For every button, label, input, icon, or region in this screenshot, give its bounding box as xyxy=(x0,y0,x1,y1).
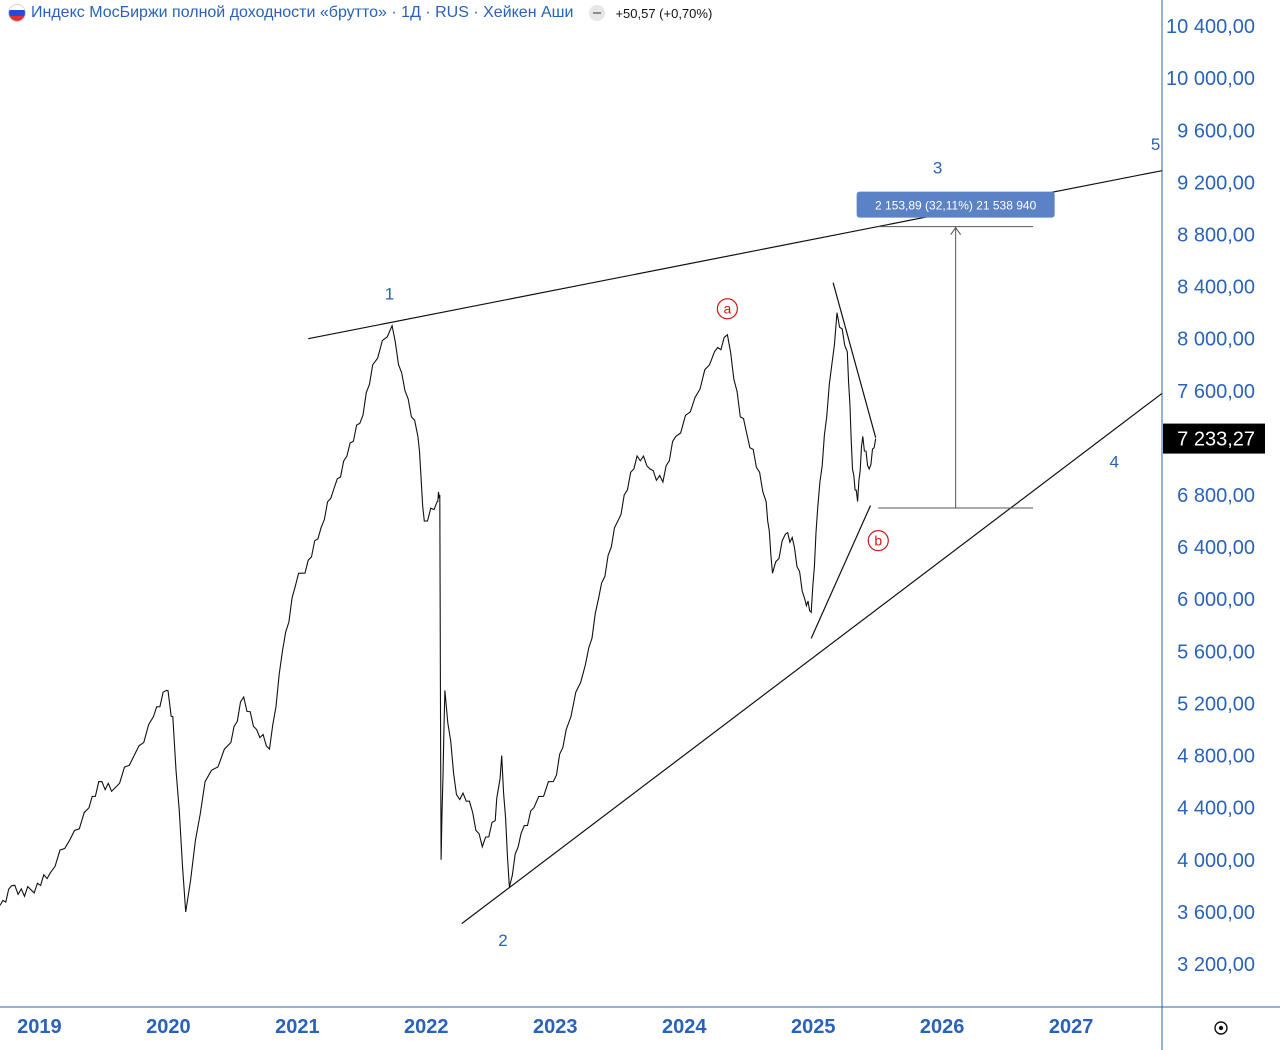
wave-circle-b[interactable] xyxy=(867,530,889,552)
price-tick-label: 4 000,00 xyxy=(1177,850,1255,872)
last-price-marker xyxy=(1163,423,1265,454)
time-tick-label: 2020 xyxy=(146,1016,191,1038)
price-tick-label: 4 800,00 xyxy=(1177,746,1255,768)
time-axis[interactable]: 2019 2020 2021 2022 2023 2024 2025 2026 2027 xyxy=(17,1016,1093,1038)
wave-label-2[interactable]: 2 xyxy=(498,931,507,950)
price-tick-label: 5 600,00 xyxy=(1177,641,1255,663)
time-tick-label: 2019 xyxy=(17,1016,62,1038)
time-tick-label: 2021 xyxy=(275,1016,320,1038)
last-price-label: 7 233,27 xyxy=(1177,429,1255,451)
price-tick-label: 6 800,00 xyxy=(1177,485,1255,507)
time-tick-label: 2026 xyxy=(920,1016,965,1038)
price-tick-label: 8 400,00 xyxy=(1177,277,1255,299)
price-tick-label: 9 600,00 xyxy=(1177,120,1255,142)
wave-label-a[interactable]: a xyxy=(723,301,731,317)
wave-label-5[interactable]: 5 xyxy=(1151,135,1160,154)
collapse-dot-icon[interactable] xyxy=(589,5,606,21)
time-tick-label: 2024 xyxy=(662,1016,707,1038)
wave-circle-a[interactable] xyxy=(716,298,738,320)
russia-flag-icon xyxy=(8,4,26,22)
price-series xyxy=(0,312,877,912)
settings-icon[interactable] xyxy=(1214,1021,1228,1035)
price-tick-label: 9 200,00 xyxy=(1177,172,1255,194)
measure-tool[interactable]: 2 153,89 (32,11%) 21 538 940 xyxy=(856,191,1055,509)
time-tick-label: 2022 xyxy=(404,1016,449,1038)
price-tick-label: 3 200,00 xyxy=(1177,954,1255,976)
price-tick-label: 6 000,00 xyxy=(1177,589,1255,611)
price-tick-label: 5 200,00 xyxy=(1177,693,1255,715)
lower-channel-trendline[interactable] xyxy=(461,392,1163,925)
price-tick-label: 8 000,00 xyxy=(1177,329,1255,351)
wave-label-1[interactable]: 1 xyxy=(385,285,394,304)
plot-background xyxy=(0,0,1162,1007)
triangle-lower-trendline[interactable] xyxy=(810,505,872,639)
wave-labels[interactable]: 1 2 3 4 5 a b xyxy=(385,135,1161,950)
measure-arrow-icon xyxy=(950,226,962,235)
price-tick-label: 8 800,00 xyxy=(1177,224,1255,246)
price-axis[interactable]: 10 400,00 10 000,00 9 600,00 9 200,00 8 800,… xyxy=(1163,16,1265,976)
wave-label-b[interactable]: b xyxy=(874,533,882,549)
price-tick-label: 3 600,00 xyxy=(1177,902,1255,924)
wave-label-4[interactable]: 4 xyxy=(1110,453,1119,472)
chart-header: Индекс МосБиржи полной доходности «брутт… xyxy=(8,3,712,23)
price-change: +50,57 (+0,70%) xyxy=(615,5,713,21)
time-tick-label: 2025 xyxy=(791,1016,836,1038)
time-tick-label: 2023 xyxy=(533,1016,578,1038)
price-tick-label: 10 000,00 xyxy=(1166,68,1255,90)
wave-label-3[interactable]: 3 xyxy=(933,158,942,177)
triangle-upper-trendline[interactable] xyxy=(832,282,877,438)
price-tick-label: 6 400,00 xyxy=(1177,537,1255,559)
price-tick-label: 10 400,00 xyxy=(1166,16,1255,38)
time-tick-label: 2027 xyxy=(1049,1016,1094,1038)
price-tick-label: 7 600,00 xyxy=(1177,381,1255,403)
measure-label: 2 153,89 (32,11%) 21 538 940 xyxy=(875,199,1037,213)
measure-label-box xyxy=(856,191,1055,218)
symbol-title[interactable]: Индекс МосБиржи полной доходности «брутт… xyxy=(31,4,574,21)
price-tick-label: 4 400,00 xyxy=(1177,798,1255,820)
price-line-0 xyxy=(0,312,877,912)
